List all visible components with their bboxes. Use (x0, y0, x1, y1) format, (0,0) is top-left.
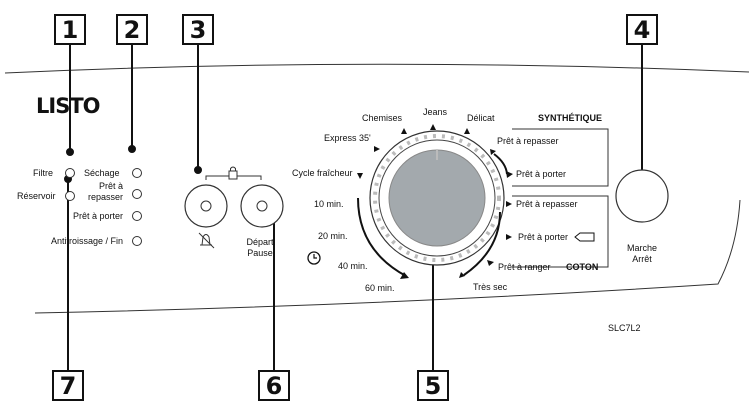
timed-arc-arrow (400, 272, 409, 279)
callout-7: 7 (52, 370, 84, 401)
model-number: SLC7L2 (608, 323, 641, 333)
prog-express: Express 35' (324, 133, 371, 143)
dial-knob[interactable] (388, 149, 486, 247)
coton-pret-porter: Prêt à porter (518, 232, 568, 242)
tag-icon (574, 232, 595, 242)
svg-text:2: 2 (124, 16, 141, 44)
filtre-label: Filtre (33, 168, 53, 178)
lock-icon (228, 166, 238, 180)
callout-3: 3 (182, 14, 214, 45)
depart-pause-button[interactable] (240, 184, 284, 228)
synthetique-title: SYNTHÉTIQUE (538, 113, 602, 123)
reservoir-label: Réservoir (17, 191, 56, 201)
callout-6: 6 (258, 370, 290, 401)
coton-tres-sec: Très sec (473, 282, 508, 292)
pret-porter-led (132, 211, 142, 221)
svg-text:6: 6 (266, 372, 283, 400)
svg-text:5: 5 (425, 372, 442, 400)
callout-2: 2 (116, 14, 148, 45)
prog-delicat: Délicat (467, 113, 495, 123)
svg-text:3: 3 (190, 16, 207, 44)
arrow-express (374, 146, 380, 152)
svg-text:1: 1 (62, 16, 79, 44)
prog-20min: 20 min. (318, 231, 348, 241)
sechage-label: Séchage (84, 168, 120, 178)
arrow-jeans (430, 124, 436, 130)
pret-repasser-led (132, 189, 142, 199)
coton-title: COTON (566, 262, 598, 272)
prog-chemises: Chemises (362, 113, 403, 123)
coton-bracket (512, 195, 609, 268)
arrow-synth-porter (506, 171, 513, 178)
program-dial[interactable] (369, 130, 505, 266)
power-button[interactable] (615, 169, 669, 223)
callout-5: 5 (417, 370, 449, 401)
prog-60min: 60 min. (365, 283, 395, 293)
depart-label: Départ (246, 237, 274, 247)
pause-label: Pause (247, 248, 273, 258)
arrow-cycle-fraicheur (357, 173, 363, 179)
pret-repasser-label-1: Prêt à (99, 181, 123, 191)
callout-4: 4 (626, 14, 658, 45)
antifroissage-label: Antifroissage / Fin (51, 236, 123, 246)
arrow-coton-porter (506, 234, 512, 240)
callout-1: 1 (54, 14, 86, 45)
synth-pret-porter: Prêt à porter (516, 169, 566, 179)
marche-label: Marche (627, 243, 657, 253)
synth-pret-repasser: Prêt à repasser (497, 136, 559, 146)
prog-10min: 10 min. (314, 199, 344, 209)
prog-cycle-fraicheur: Cycle fraîcheur (292, 168, 353, 178)
pret-porter-label: Prêt à porter (73, 211, 123, 221)
coton-arc (463, 211, 501, 276)
brand-logo: LISTO (36, 94, 100, 118)
panel-top-edge (4, 63, 749, 74)
arrow-coton-repasser (506, 201, 512, 207)
options-button[interactable] (184, 184, 228, 228)
coton-pret-ranger: Prêt à ranger (498, 262, 551, 272)
reservoir-led (65, 191, 75, 201)
prog-40min: 40 min. (338, 261, 368, 271)
arrow-coton-ranger (487, 260, 494, 266)
synthetique-bracket (512, 128, 609, 187)
svg-text:7: 7 (60, 372, 77, 400)
timed-arc (357, 197, 407, 277)
sechage-led (132, 168, 142, 178)
filtre-led (65, 168, 75, 178)
arret-label: Arrêt (632, 254, 652, 264)
svg-text:4: 4 (634, 16, 651, 44)
antifroissage-led (132, 236, 142, 246)
arrow-synth-repasser (490, 149, 496, 155)
pret-repasser-label-2: repasser (88, 192, 123, 202)
arrow-coton-tres-sec (459, 272, 465, 278)
bell-off-icon (198, 232, 215, 249)
coton-pret-repasser: Prêt à repasser (516, 199, 578, 209)
arrow-chemises (401, 128, 407, 134)
prog-jeans: Jeans (423, 107, 448, 117)
panel-bottom-edge (34, 199, 741, 314)
clock-icon (307, 251, 321, 265)
arrow-delicat (464, 128, 470, 134)
